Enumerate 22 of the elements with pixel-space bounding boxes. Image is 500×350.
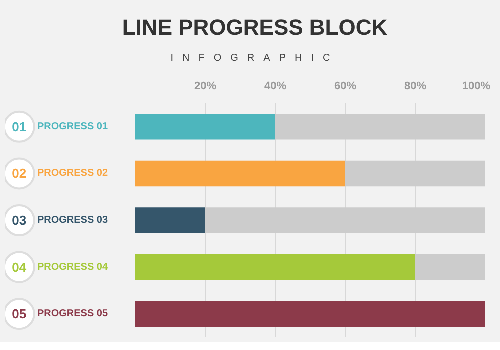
bar [136, 114, 276, 140]
bar [136, 254, 416, 280]
text: 01 [12, 119, 27, 134]
x-tick-label: 20% [194, 80, 217, 92]
x-tick-label: 60% [334, 80, 357, 92]
x-tick-label: 100% [462, 80, 491, 92]
text: 03 [12, 213, 27, 228]
chart-subtitle: INFOGRAPHIC [170, 52, 340, 66]
y-tick-label: PROGRESS 01 [37, 121, 108, 132]
x-tick-label: 80% [404, 80, 427, 92]
text: 02 [12, 166, 27, 182]
text: 04 [12, 260, 28, 275]
x-tick-label: 40% [264, 80, 287, 92]
bar [136, 160, 346, 187]
bar [136, 301, 486, 327]
text: 05 [12, 306, 27, 322]
y-tick-label: PROGRESS 05 [37, 308, 108, 320]
chart-title: LINE PROGRESS BLOCK [122, 14, 388, 42]
bar [136, 208, 206, 234]
y-tick-label: PROGRESS 02 [37, 168, 108, 180]
y-tick-label: PROGRESS 03 [37, 215, 108, 226]
y-tick-label: PROGRESS 04 [37, 262, 108, 273]
